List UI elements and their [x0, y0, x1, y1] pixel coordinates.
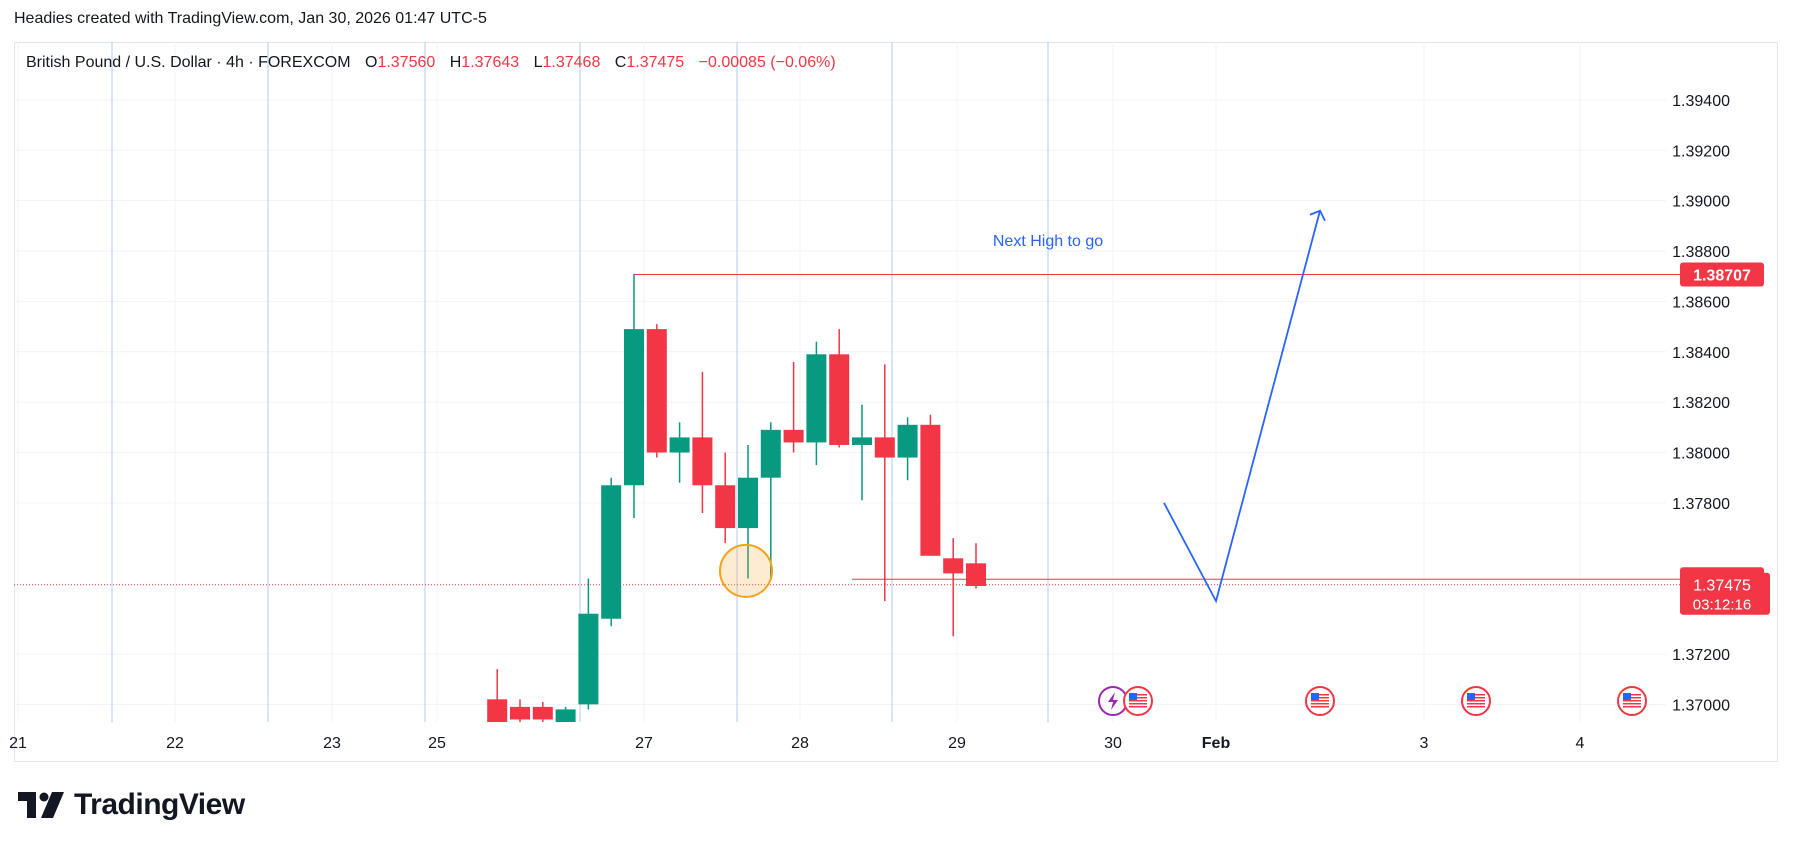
candle-body: [943, 558, 964, 574]
candle-body: [624, 329, 644, 486]
x-tick-label: 29: [948, 735, 966, 752]
low-value: 1.37468: [542, 54, 601, 71]
x-tick-label: 21: [9, 735, 27, 752]
x-tick-label: 25: [428, 735, 446, 752]
candle-body: [510, 706, 530, 720]
flag-stripe: [1129, 694, 1147, 696]
x-tick-label: 4: [1576, 735, 1585, 752]
candle-body: [715, 485, 736, 529]
candle-body: [692, 437, 713, 486]
change-value: −0.00085 (−0.06%): [698, 54, 836, 71]
current-price-box: [1680, 572, 1770, 615]
y-tick-label: 1.39400: [1672, 93, 1730, 110]
x-tick-label: 23: [323, 735, 341, 752]
candle-body: [646, 329, 667, 453]
projection-arrowhead: [1309, 209, 1326, 222]
candle-body: [669, 437, 690, 453]
annotation-text: Next High to go: [993, 233, 1103, 250]
price-label-text: 1.38707: [1693, 267, 1751, 284]
close-label: C: [614, 54, 627, 71]
y-tick-label: 1.37800: [1672, 496, 1730, 513]
candle-body: [874, 437, 895, 458]
open-value: 1.37560: [377, 54, 436, 71]
flag-stripe: [1623, 706, 1641, 708]
candle-body: [806, 354, 827, 443]
candle-body: [897, 424, 918, 458]
x-tick-label: 27: [635, 735, 653, 752]
flag-stripe: [1311, 703, 1329, 705]
flash-bolt: [1108, 692, 1118, 710]
swing-low-highlight: [719, 543, 773, 598]
flag-stripe: [1623, 697, 1641, 699]
y-tick-label: 1.38800: [1672, 244, 1730, 261]
x-tick-label: 3: [1420, 735, 1429, 752]
candle-body: [760, 429, 781, 478]
flag-stripe: [1311, 694, 1329, 696]
flag-stripe: [1129, 700, 1147, 702]
y-tick-label: 1.38200: [1672, 395, 1730, 412]
candle-body: [601, 485, 622, 619]
flag-stripe: [1129, 706, 1147, 708]
x-tick-label: Feb: [1202, 735, 1231, 752]
x-tick-label: 22: [166, 735, 184, 752]
candle-body: [829, 354, 850, 445]
high-value: 1.37643: [461, 54, 520, 71]
candle-body: [966, 563, 986, 586]
y-tick-label: 1.39000: [1672, 194, 1730, 211]
tradingview-logo-icon: [18, 792, 64, 818]
flag-canton: [1129, 693, 1137, 700]
y-tick-label: 1.39200: [1672, 143, 1730, 160]
flag-stripe: [1467, 697, 1485, 699]
close-value: 1.37475: [626, 54, 685, 71]
low-label: L: [533, 54, 543, 71]
brand-name: TradingView: [74, 788, 245, 821]
symbol-title[interactable]: British Pound / U.S. Dollar · 4h · FOREX…: [26, 54, 351, 71]
symbol-legend: British Pound / U.S. Dollar · 4h · FOREX…: [26, 54, 836, 72]
flag-stripe: [1623, 700, 1641, 702]
x-tick-label: 30: [1104, 735, 1122, 752]
y-tick-label: 1.37200: [1672, 647, 1730, 664]
candle-body: [920, 424, 941, 556]
flag-stripe: [1623, 703, 1641, 705]
flag-stripe: [1129, 697, 1147, 699]
y-tick-label: 1.38000: [1672, 446, 1730, 463]
candle-body: [783, 429, 804, 443]
candle-body: [738, 477, 758, 529]
candle-body: [555, 709, 576, 722]
brand[interactable]: TradingView: [18, 788, 245, 822]
flag-canton: [1467, 693, 1475, 700]
candle-body: [487, 699, 508, 722]
flag-stripe: [1467, 703, 1485, 705]
flag-stripe: [1467, 706, 1485, 708]
y-tick-label: 1.38400: [1672, 345, 1730, 362]
flag-stripe: [1467, 700, 1485, 702]
flag-stripe: [1623, 694, 1641, 696]
y-tick-label: 1.38600: [1672, 294, 1730, 311]
projection-path: [1163, 210, 1321, 604]
flag-stripe: [1311, 700, 1329, 702]
flag-stripe: [1467, 694, 1485, 696]
candle-body: [532, 706, 553, 720]
x-tick-label: 28: [791, 735, 809, 752]
flag-stripe: [1129, 703, 1147, 705]
candle-body: [852, 437, 872, 445]
high-label: H: [449, 54, 462, 71]
candle-body: [578, 613, 599, 705]
chart-credit: Headies created with TradingView.com, Ja…: [14, 10, 487, 27]
price-label-box: [1680, 262, 1764, 287]
open-label: O: [364, 54, 378, 71]
flag-canton: [1311, 693, 1319, 700]
flag-stripe: [1311, 697, 1329, 699]
current-price-text: 1.37475: [1693, 578, 1751, 595]
flag-canton: [1623, 693, 1631, 700]
countdown-text: 03:12:16: [1693, 597, 1751, 614]
flag-stripe: [1311, 706, 1329, 708]
y-tick-label: 1.37000: [1672, 697, 1730, 714]
